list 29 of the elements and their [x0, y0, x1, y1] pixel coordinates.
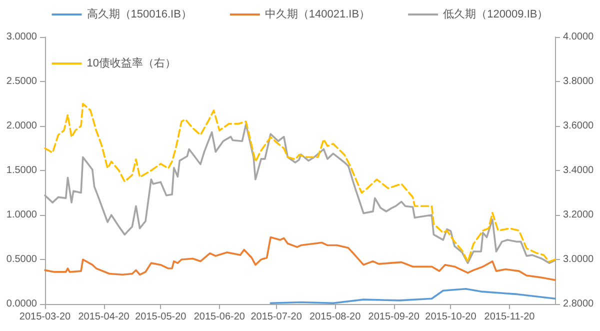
legend-label: 10债收益率（右）	[86, 56, 176, 70]
legend-label: 高久期（150016.IB）	[86, 8, 192, 20]
y2-tick-label: 4.0000	[563, 32, 594, 42]
y-tick-label: 2.5000	[6, 76, 38, 87]
y2-tick-label: 3.2000	[563, 210, 594, 220]
x-tick-label: 2015-11-20	[484, 312, 536, 322]
line-series	[270, 288, 556, 304]
legend-label: 低久期（120009.IB）	[443, 8, 548, 20]
y-tick-label: 2.0000	[6, 120, 38, 132]
x-tick-label: 2015-09-20	[368, 312, 420, 322]
y2-tick-label: 3.8000	[563, 76, 594, 87]
y-tick-label: 0.5000	[6, 254, 38, 265]
x-tick-label: 2015-10-20	[425, 312, 477, 322]
y2-tick-label: 3.4000	[563, 165, 594, 176]
x-tick-label: 2015-03-20	[19, 312, 72, 322]
y2-tick-label: 3.6000	[563, 120, 594, 132]
y2-tick-label: 3.0000	[563, 254, 594, 265]
legend-label: 中久期（140021.IB）	[264, 8, 370, 20]
x-tick-label: 2015-07-20	[250, 312, 302, 322]
line-series	[44, 236, 556, 281]
y-tick-label: 3.0000	[6, 32, 38, 42]
y-tick-label: 0.0000	[6, 298, 38, 310]
y2-tick-label: 2.8000	[563, 298, 594, 310]
x-tick-label: 2015-05-20	[135, 312, 187, 322]
x-tick-label: 2015-06-20	[194, 312, 246, 322]
x-tick-label: 2015-08-20	[309, 312, 362, 322]
x-tick-label: 2015-04-20	[78, 312, 130, 322]
y-tick-label: 1.0000	[6, 210, 38, 220]
y-tick-label: 1.5000	[6, 165, 38, 176]
